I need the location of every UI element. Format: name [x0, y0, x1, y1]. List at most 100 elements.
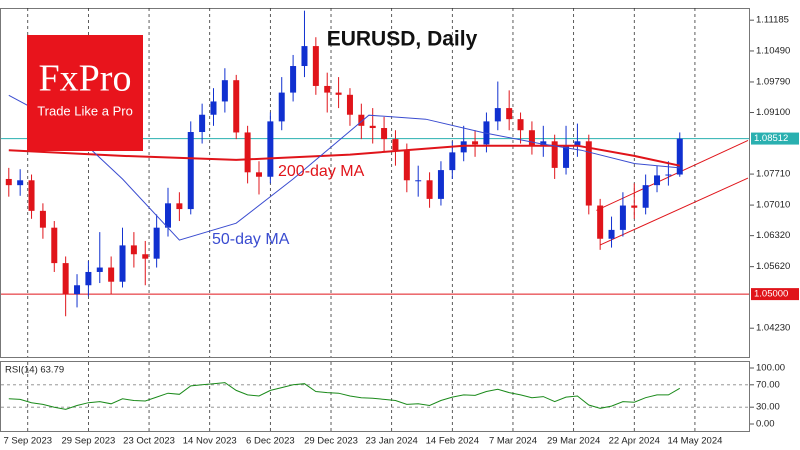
y-tick-label: 1.09790	[756, 76, 790, 87]
candle-body	[85, 271, 92, 286]
candle-body	[449, 152, 456, 171]
candle-body	[5, 178, 12, 186]
candle-body	[244, 132, 251, 173]
candle-body	[233, 80, 240, 133]
rsi-title: RSI(14) 63.79	[5, 365, 64, 376]
x-tick-label: 23 Jan 2024	[366, 436, 418, 447]
moving-average	[8, 144, 681, 167]
candle-body	[51, 227, 58, 264]
candle-body	[187, 132, 194, 210]
candle-body	[96, 267, 103, 272]
candle-body	[335, 92, 342, 95]
candle-body	[506, 108, 513, 120]
candle-body	[324, 85, 331, 93]
y-tick-label: 0.00	[756, 419, 775, 430]
moving-average	[8, 94, 680, 241]
rsi-frame	[0, 361, 750, 432]
candle-body	[39, 210, 46, 228]
y-tick-label: 100.00	[756, 363, 785, 374]
candle-body	[654, 175, 661, 186]
candle-body	[142, 254, 149, 259]
logo-name: FxPro	[39, 58, 132, 100]
y-tick-label: 1.06320	[756, 230, 790, 241]
grid: 7 Sep 2023 29 Sep 2023 23 Oct 2023 14 Nov 2…	[1, 8, 790, 447]
x-tick-label: 7 Sep 2023	[3, 436, 52, 447]
price-level-box	[751, 132, 799, 145]
candle-body	[437, 170, 444, 199]
candle-body	[551, 141, 558, 168]
candle-body	[426, 180, 433, 199]
candle-body	[301, 46, 308, 67]
candle-body	[74, 285, 81, 295]
candle-body	[585, 141, 592, 206]
x-tick-label: 23 Oct 2023	[123, 436, 175, 447]
y-tick-label: 1.10490	[756, 45, 790, 56]
candle-body	[176, 203, 183, 210]
candle-body	[619, 205, 626, 230]
y-tick-label: 1.07710	[756, 169, 790, 180]
main-frame	[0, 8, 750, 358]
candle-body	[460, 141, 467, 153]
x-tick-label: 29 Dec 2023	[304, 436, 358, 447]
candle-body	[165, 203, 172, 228]
trend-line	[596, 139, 749, 211]
trend-line	[599, 177, 749, 246]
price-level-label: 1.05000	[754, 289, 788, 300]
marks: 1.08512 1.05000	[1, 10, 799, 410]
y-tick-label: 70.00	[756, 379, 780, 390]
candle-body	[153, 227, 160, 259]
candle-body	[403, 150, 410, 181]
candle-body	[494, 108, 501, 122]
candle-body	[608, 229, 615, 239]
candle-body	[221, 80, 228, 102]
x-tick-label: 14 Nov 2023	[183, 436, 237, 447]
candle-body	[517, 119, 524, 131]
candle-body	[369, 125, 376, 129]
chart-title: EURUSD, Daily	[327, 28, 478, 51]
x-tick-label: 29 Sep 2023	[61, 436, 115, 447]
y-tick-label: 1.04230	[756, 323, 790, 334]
candle-body	[199, 114, 206, 133]
rsi-line	[8, 382, 681, 410]
candle-body	[17, 180, 24, 186]
candle-body	[392, 139, 399, 151]
candle-body	[415, 180, 422, 182]
candle-body	[312, 46, 319, 86]
logo-tagline: Trade Like a Pro	[37, 103, 133, 118]
candle-body	[381, 128, 388, 140]
candle-body	[540, 141, 547, 146]
candle-body	[574, 141, 581, 146]
candle-body	[631, 205, 638, 208]
candle-body	[358, 114, 365, 126]
y-tick-label: 1.09100	[756, 107, 790, 118]
x-tick-label: 6 Dec 2023	[246, 436, 295, 447]
candle-body	[108, 267, 115, 282]
candle-body	[642, 185, 649, 208]
logo-box	[27, 35, 143, 151]
ma50-label: 50-day MA	[212, 231, 290, 248]
candle-body	[563, 145, 570, 168]
candle-body	[290, 66, 297, 93]
x-tick-label: 29 Mar 2024	[547, 436, 600, 447]
candle-body	[528, 130, 535, 146]
candle-body	[278, 92, 285, 122]
candle-body	[676, 138, 683, 175]
y-tick-label: 30.00	[756, 402, 780, 413]
x-tick-label: 14 May 2024	[667, 436, 722, 447]
candle-body	[665, 174, 672, 176]
price-level-box	[751, 288, 799, 301]
candle-body	[346, 94, 353, 115]
x-tick-label: 7 Mar 2024	[489, 436, 537, 447]
y-tick-label: 1.07010	[756, 200, 790, 211]
y-tick-label: 1.05620	[756, 261, 790, 272]
candle-body	[28, 180, 35, 211]
candle-body	[119, 245, 126, 282]
candle-body	[62, 263, 69, 295]
x-tick-label: 14 Feb 2024	[426, 436, 479, 447]
ma200-label: 200-day MA	[278, 163, 365, 180]
candle-body	[255, 172, 262, 177]
candle-body	[210, 101, 217, 115]
